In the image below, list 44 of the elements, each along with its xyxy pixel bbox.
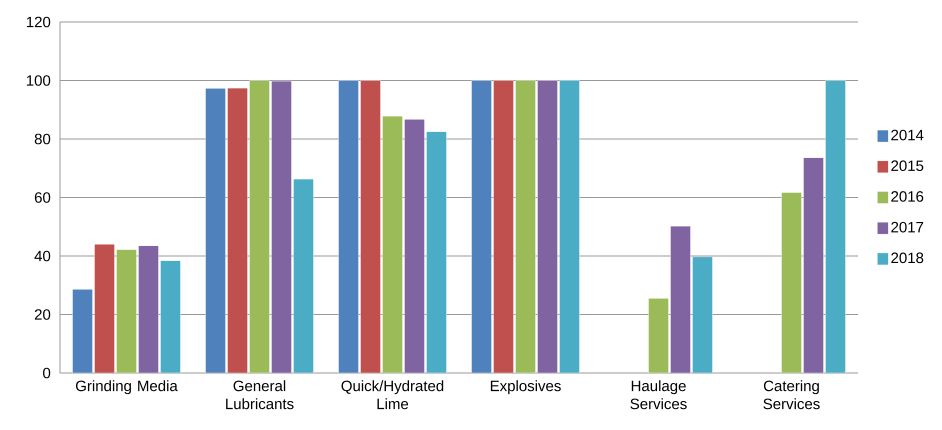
- x-tick-label: Grinding Media: [76, 380, 178, 394]
- y-tick-label: 100: [26, 75, 50, 86]
- bar: [271, 80, 292, 373]
- y-tick-label: 20: [34, 309, 50, 320]
- x-tick-label: Explosives: [490, 380, 561, 394]
- y-tick-label: 80: [34, 134, 50, 144]
- bar: [160, 260, 181, 373]
- x-tick-label: Catering Services: [763, 380, 820, 410]
- bar: [227, 88, 248, 373]
- y-tick-label: 60: [34, 192, 50, 203]
- bar: [692, 256, 713, 373]
- y-tick-label: 40: [34, 250, 50, 262]
- bar: [559, 80, 580, 373]
- bar: [516, 80, 536, 373]
- bar: [94, 244, 115, 373]
- bar: [670, 226, 691, 373]
- bar: [493, 80, 514, 373]
- bar: [338, 80, 359, 373]
- bar: [426, 131, 447, 373]
- y-tick-label: 0: [43, 368, 50, 378]
- bar: [404, 119, 425, 373]
- bar: [538, 80, 558, 373]
- legend-label: 2018: [891, 252, 924, 264]
- bar: [249, 80, 270, 373]
- bar: [116, 249, 137, 373]
- legend-label: 2015: [891, 160, 924, 172]
- x-tick-label: Quick/Hydrated Lime: [342, 380, 444, 410]
- bar: [293, 178, 314, 373]
- bar: [138, 246, 159, 373]
- x-tick-label: General Lubricants: [226, 380, 294, 410]
- bar: [360, 80, 381, 373]
- bar: [825, 80, 846, 373]
- bar: [471, 80, 492, 373]
- legend-label: 2016: [891, 191, 924, 202]
- legend-label: 2014: [891, 130, 924, 140]
- bar: [382, 116, 403, 373]
- bar: [205, 88, 226, 373]
- bar: [72, 289, 93, 373]
- bar: [648, 298, 669, 373]
- bar: [781, 192, 802, 373]
- x-tick-label: Haulage Services: [630, 380, 687, 410]
- legend-label: 2017: [891, 222, 924, 232]
- y-tick-label: 120: [26, 16, 50, 28]
- bar: [803, 158, 824, 373]
